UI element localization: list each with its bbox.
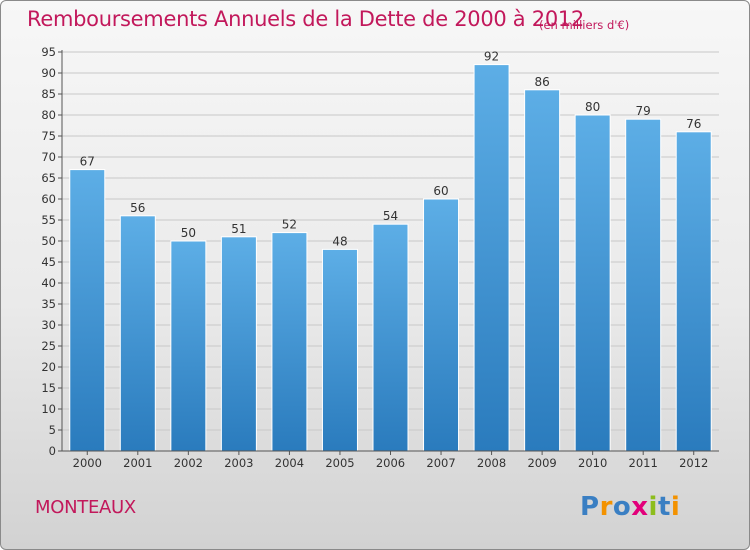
logo-letter: r <box>599 492 613 522</box>
bar-value-label: 52 <box>282 218 297 232</box>
bar[interactable] <box>372 223 409 452</box>
x-tick-label: 2011 <box>629 456 658 470</box>
proxiti-logo[interactable]: Proxiti <box>580 492 680 522</box>
bar[interactable] <box>170 240 207 452</box>
bar-value-label: 67 <box>80 155 95 169</box>
town-name: MONTEAUX <box>35 497 136 518</box>
y-tick-label: 95 <box>41 45 56 59</box>
x-tick-label: 2012 <box>679 456 708 470</box>
bar[interactable] <box>69 169 106 452</box>
bar-value-label: 60 <box>433 184 448 198</box>
bar[interactable] <box>574 114 611 452</box>
chart-title: Remboursements Annuels de la Dette de 20… <box>27 7 584 31</box>
x-tick-label: 2000 <box>73 456 102 470</box>
bar[interactable] <box>625 118 662 452</box>
bar-value-label: 48 <box>332 234 347 248</box>
bar-value-label: 56 <box>130 201 145 215</box>
y-tick-label: 70 <box>41 150 56 164</box>
logo-letter: x <box>631 492 649 522</box>
bar[interactable] <box>119 215 156 452</box>
y-tick-label: 20 <box>41 360 56 374</box>
logo-letter: i <box>648 492 658 522</box>
y-tick-label: 35 <box>41 297 56 311</box>
bar-value-label: 50 <box>181 226 196 240</box>
y-tick-label: 30 <box>41 318 56 332</box>
bar-value-label: 54 <box>383 209 398 223</box>
bar-value-label: 86 <box>534 75 549 89</box>
x-axis: 2000 2001 2002 2003 2004 2005 2006 2007 2008 2009… <box>62 450 719 470</box>
y-tick-label: 45 <box>41 255 56 269</box>
logo-letter: i <box>670 492 681 522</box>
bar[interactable] <box>473 64 510 452</box>
bar-value-label: 92 <box>484 50 499 64</box>
y-tick-label: 10 <box>41 402 56 416</box>
y-axis: 0 5 10 15 20 25 30 35 40 45 50 55 60 65 70 75 80 85 90 95 <box>41 45 63 458</box>
logo-letter: P <box>580 492 600 522</box>
bar[interactable] <box>675 131 712 452</box>
y-tick-label: 40 <box>41 276 56 290</box>
logo-letter: o <box>612 492 632 522</box>
bar-value-label: 76 <box>686 117 701 131</box>
x-tick-label: 2005 <box>325 456 354 470</box>
x-tick-label: 2004 <box>275 456 304 470</box>
bar-series: 67 56 50 51 52 48 54 60 92 86 80 79 76 <box>69 50 712 452</box>
x-tick-label: 2009 <box>527 456 556 470</box>
bar-value-label: 80 <box>585 100 600 114</box>
y-tick-label: 85 <box>41 87 56 101</box>
chart-unit-label: (en milliers d'€) <box>539 18 630 32</box>
x-tick-label: 2002 <box>174 456 203 470</box>
y-tick-label: 5 <box>49 423 56 437</box>
bar[interactable] <box>271 232 308 452</box>
x-tick-label: 2003 <box>224 456 253 470</box>
logo-letter: t <box>657 492 671 522</box>
x-tick-label: 2007 <box>426 456 455 470</box>
bar-value-label: 51 <box>231 222 246 236</box>
y-tick-label: 55 <box>41 213 56 227</box>
y-tick-label: 25 <box>41 339 56 353</box>
y-tick-label: 60 <box>41 192 56 206</box>
y-tick-label: 50 <box>41 234 56 248</box>
bar[interactable] <box>321 248 358 452</box>
x-tick-label: 2010 <box>578 456 607 470</box>
x-tick-label: 2001 <box>123 456 152 470</box>
y-tick-label: 15 <box>41 381 56 395</box>
y-tick-label: 75 <box>41 129 56 143</box>
y-tick-label: 65 <box>41 171 56 185</box>
x-tick-label: 2006 <box>376 456 405 470</box>
y-tick-label: 90 <box>41 66 56 80</box>
bar[interactable] <box>524 89 561 452</box>
x-tick-label: 2008 <box>477 456 506 470</box>
bar[interactable] <box>423 198 460 452</box>
y-tick-label: 80 <box>41 108 56 122</box>
bar[interactable] <box>220 236 257 452</box>
y-tick-label: 0 <box>49 444 56 458</box>
bar-value-label: 79 <box>636 104 651 118</box>
